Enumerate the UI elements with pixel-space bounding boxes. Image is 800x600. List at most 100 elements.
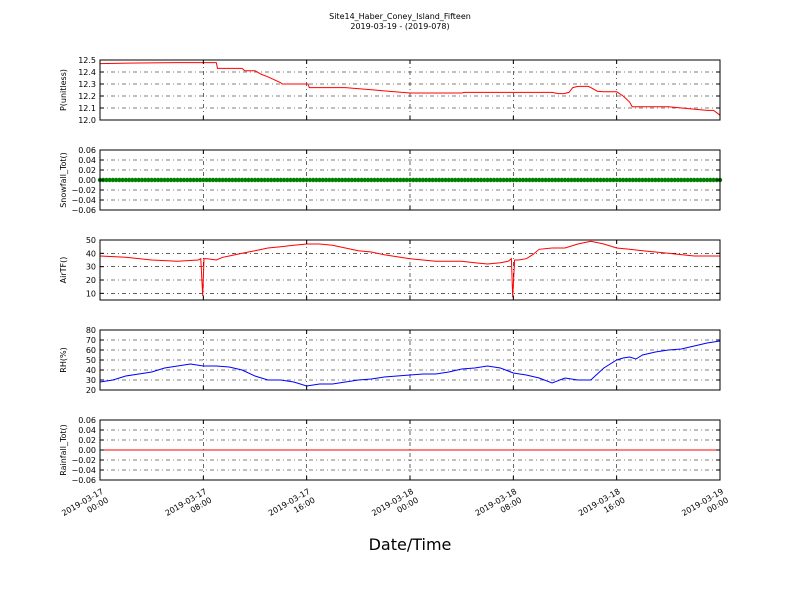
data-point [546,177,552,183]
data-point [226,177,232,183]
data-point [501,177,506,183]
data-point [217,177,222,183]
data-point [575,177,581,183]
data-point [478,177,484,183]
data-line [99,340,721,387]
data-point [113,177,119,183]
data-point [333,177,338,183]
data-point [404,177,409,183]
y-tick-label: 20 [86,276,96,285]
data-point [691,177,697,183]
data-point [524,177,529,183]
data-point [504,177,510,183]
data-point [659,177,665,183]
data-point [688,177,694,183]
data-point [540,177,545,183]
data-point [188,177,193,183]
data-point [682,177,687,183]
data-point [595,177,600,183]
data-point [453,177,458,183]
data-point [139,177,145,183]
data-point [443,177,448,183]
data-point [391,177,397,183]
data-point [446,177,451,183]
data-point [672,177,677,183]
y-tick-label: −0.04 [71,466,96,475]
data-point [375,177,380,183]
data-point [120,177,125,183]
data-point [130,177,135,183]
data-point [262,177,267,183]
data-point [155,177,161,183]
data-point [359,177,364,183]
data-point [126,177,132,183]
data-point [249,177,254,183]
data-point [459,177,464,183]
data-point [275,177,280,183]
data-point [336,177,342,183]
data-point [511,177,516,183]
data-point [662,177,668,183]
y-tick-label: 30 [86,376,96,385]
data-point [559,177,564,183]
y-axis-label: AirTF() [59,257,68,284]
data-point [343,177,348,183]
data-point [685,177,690,183]
data-point [136,177,141,183]
data-point [365,177,371,183]
data-point [117,177,122,183]
y-tick-label: 40 [86,249,96,258]
y-tick-label: 70 [86,336,96,345]
data-point [711,177,716,183]
data-point [143,177,148,183]
data-point [369,177,374,183]
data-point [207,177,212,183]
data-point [197,177,203,183]
data-point [556,177,561,183]
data-point [578,177,584,183]
data-point [304,177,309,183]
data-point [643,177,648,183]
data-point [243,177,248,183]
data-point [588,177,594,183]
data-point [107,177,112,183]
data-point [624,177,629,183]
y-tick-label: 50 [86,356,96,365]
data-point [440,177,445,183]
data-point [646,177,652,183]
y-tick-label: 0.04 [78,156,96,165]
data-point [708,177,713,183]
data-point [601,177,606,183]
y-tick-label: 12.2 [78,92,96,101]
y-tick-label: 20 [86,386,96,395]
data-point [323,177,329,183]
data-point [104,177,109,183]
subplot-3: 10 20 30 40 50 AirTF() [59,236,721,301]
data-point [172,177,177,183]
data-point [178,177,183,183]
y-tick-label: 10 [86,289,96,298]
y-tick-label: −0.02 [71,186,96,195]
data-point [110,177,116,183]
data-point [569,177,574,183]
data-point [591,177,597,183]
data-point [420,177,426,183]
data-point [472,177,477,183]
y-tick-label: 0.00 [78,446,96,455]
y-axis-label: RH(%) [59,347,68,372]
data-point [456,177,461,183]
data-point [123,177,129,183]
data-line [99,240,720,298]
data-point [427,177,432,183]
data-point [356,177,361,183]
data-point [494,177,500,183]
data-point [482,177,487,183]
y-tick-label: 30 [86,263,96,272]
data-point [168,177,174,183]
